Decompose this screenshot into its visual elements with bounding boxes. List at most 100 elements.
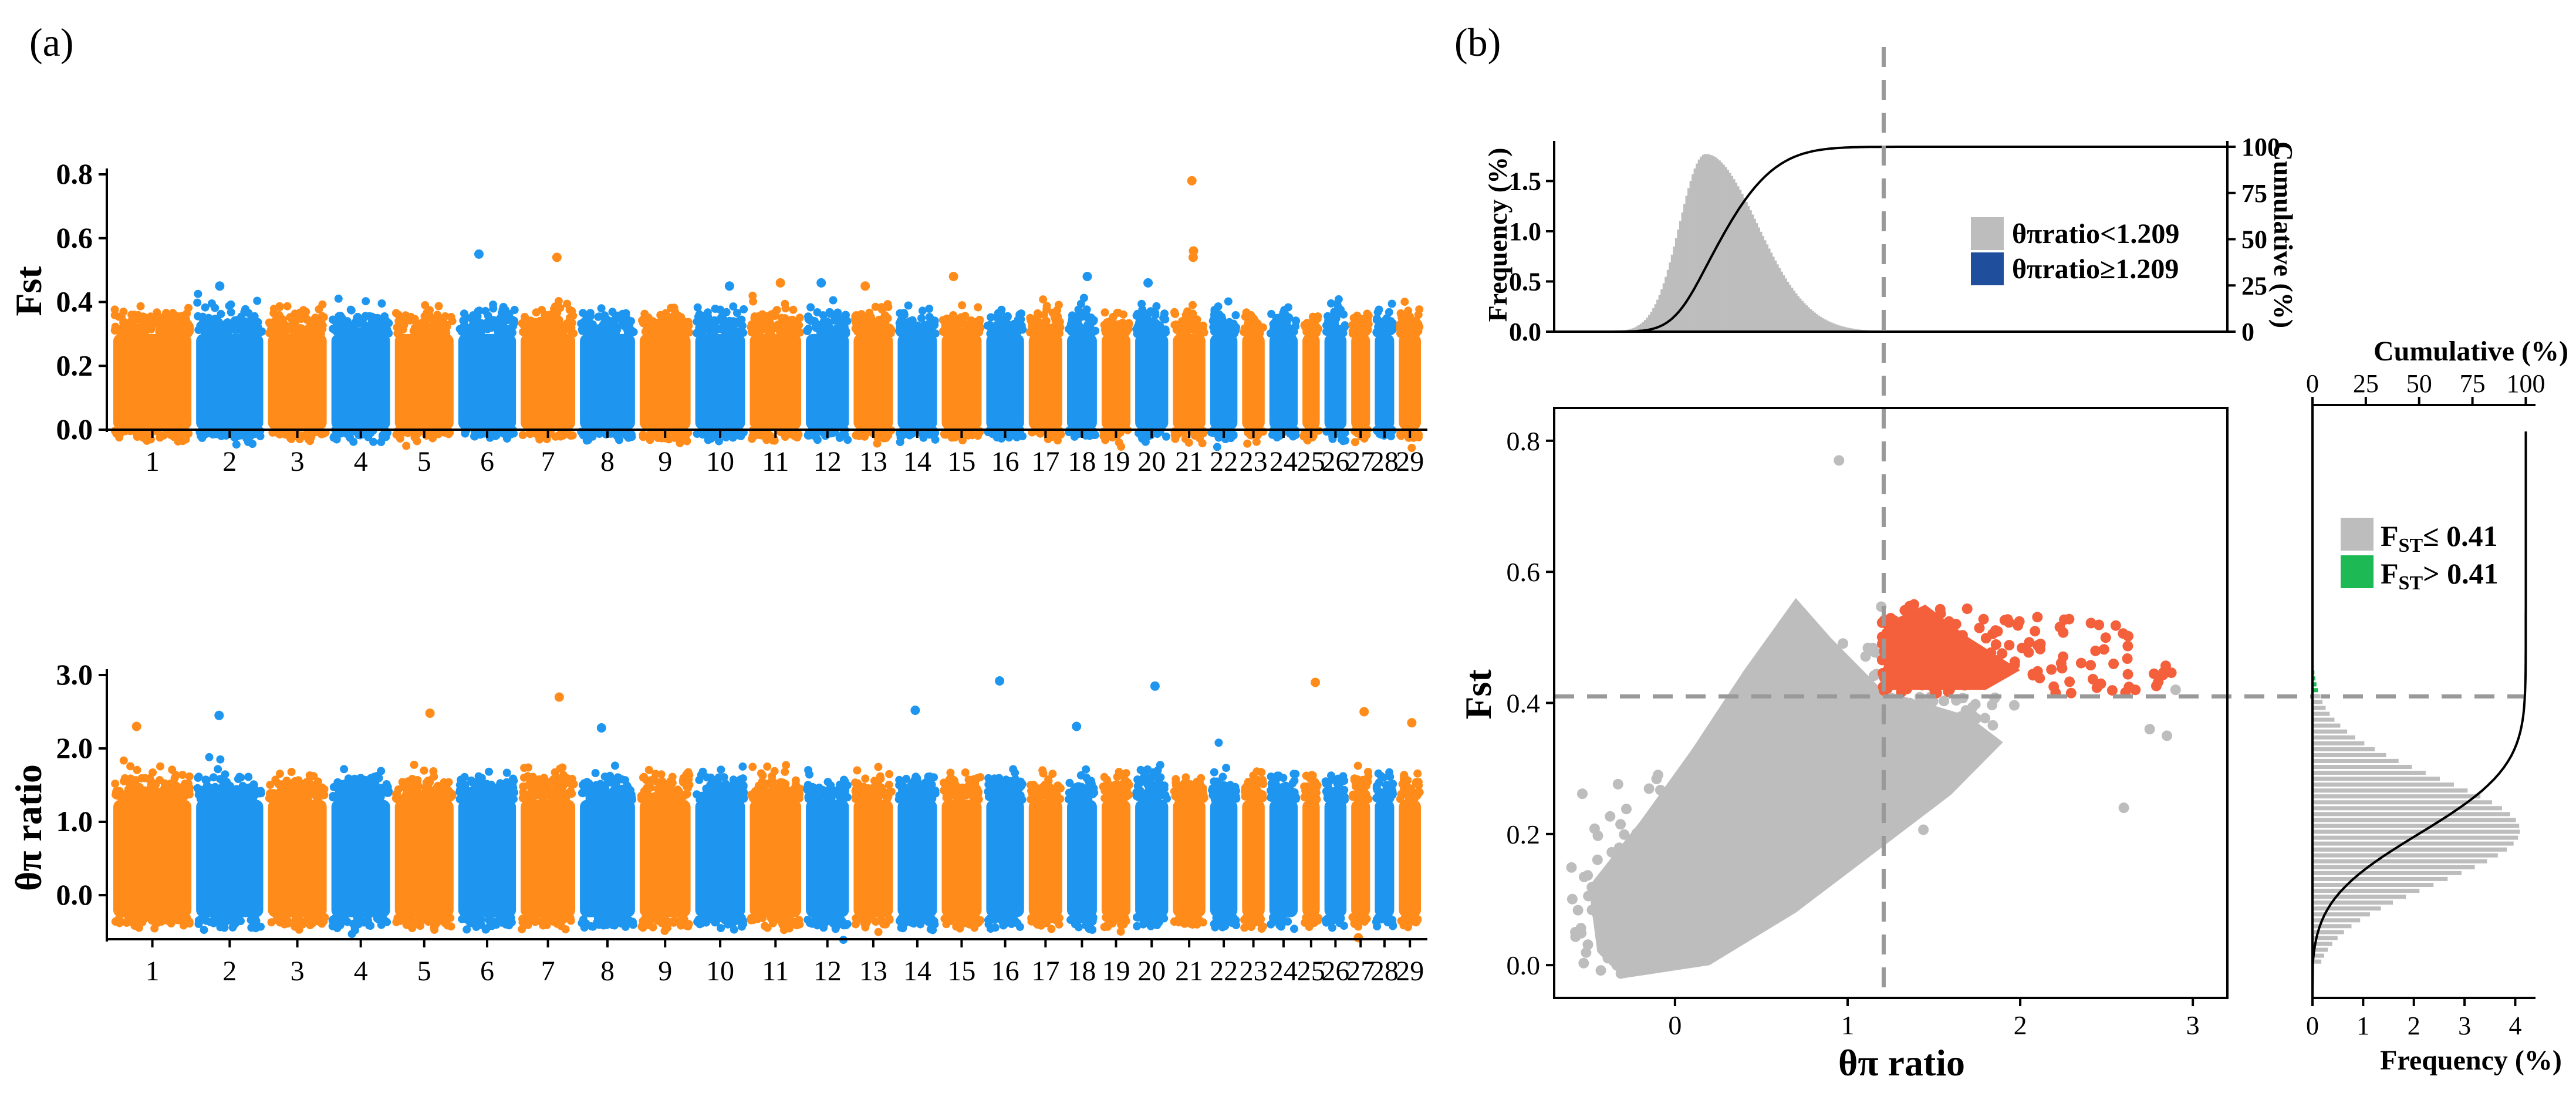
- chromosome-29-point: [1415, 305, 1424, 314]
- chromosome-12-point: [803, 326, 812, 335]
- chromosome-1-point: [156, 776, 164, 784]
- chromosome-3-point: [296, 308, 305, 317]
- chromosome-14-point: [926, 327, 935, 336]
- chromosome-2-point: [217, 309, 225, 318]
- ytick-label: 0.8: [56, 157, 93, 190]
- chromosome-20-point: [1158, 326, 1166, 334]
- chromosome-10-points: [692, 302, 748, 446]
- chromosome-4-point: [377, 299, 386, 308]
- fst-manhattan-points: [110, 176, 1424, 452]
- chromosome-4-point: [336, 321, 345, 329]
- chromosome-15-points: [938, 301, 985, 445]
- chromosome-6-point: [496, 323, 505, 332]
- chromosome-9-point: [666, 326, 674, 335]
- peak-point-chr6: [474, 249, 484, 259]
- chromosome-12-band: [806, 333, 849, 430]
- xtick-label-26: 26: [1321, 446, 1349, 477]
- chromosome-11-point: [748, 431, 757, 440]
- chromosome-23-point: [1252, 437, 1261, 446]
- chromosome-20-point: [1135, 318, 1144, 327]
- chromosome-13-point: [877, 917, 886, 926]
- chromosome-15-point: [940, 326, 948, 335]
- chromosome-22-point: [1227, 320, 1236, 329]
- chromosome-11-point: [789, 323, 798, 332]
- chromosome-6-point: [485, 922, 494, 930]
- chromosome-15-point: [961, 768, 970, 777]
- chromosome-20-point: [1147, 329, 1156, 338]
- chromosome-7-point: [545, 785, 553, 794]
- chromosome-14-point: [925, 305, 934, 313]
- chromosome-18-point: [1083, 323, 1092, 332]
- chromosome-19-point: [1107, 321, 1116, 329]
- chromosome-28-band: [1375, 333, 1395, 430]
- chromosome-2-point: [227, 308, 235, 316]
- chromosome-1-point: [141, 316, 150, 325]
- chromosome-6-point: [470, 318, 478, 327]
- theta-pi-manhattan-points: [111, 676, 1424, 944]
- chromosome-14-band: [897, 333, 937, 430]
- chromosome-7-point: [537, 790, 546, 798]
- chromosome-11-point: [760, 313, 769, 322]
- chromosome-28-point: [1378, 321, 1387, 329]
- xtick-label-10: 10: [706, 446, 734, 477]
- chromosome-3-point: [283, 302, 292, 311]
- chromosome-23-band: [1242, 333, 1265, 430]
- xtick-label-13: 13: [859, 446, 887, 477]
- chromosome-7-point: [544, 317, 553, 326]
- chromosome-2-point: [202, 776, 211, 784]
- chromosome-10-point: [704, 430, 713, 438]
- chromosome-1-point: [126, 791, 134, 800]
- chromosome-6-point: [508, 427, 517, 436]
- chromosome-1-point: [130, 311, 139, 319]
- chromosome-2-point: [256, 787, 265, 795]
- chromosome-7-point: [518, 925, 526, 933]
- xtick-label-6: 6: [480, 446, 494, 477]
- chromosome-12-point: [828, 327, 836, 336]
- chromosome-12-point: [806, 303, 815, 312]
- chromosome-9-point: [648, 318, 657, 326]
- chromosome-2-point: [194, 326, 203, 335]
- chromosome-15-point: [947, 914, 956, 923]
- chromosome-17-points: [1027, 766, 1065, 933]
- chromosome-13-point: [882, 324, 890, 333]
- chromosome-5-band: [394, 799, 454, 917]
- chromosome-15-point: [946, 324, 954, 333]
- chromosome-21-point: [1171, 320, 1180, 329]
- chromosome-9-point: [646, 430, 655, 439]
- chromosome-4-points: [328, 765, 393, 939]
- chromosome-3-point: [291, 922, 299, 931]
- chromosome-10-point: [711, 305, 720, 313]
- chromosome-5-point: [427, 313, 435, 322]
- chromosome-10-point: [699, 794, 708, 803]
- chromosome-13-point: [873, 439, 882, 448]
- chromosome-21-band: [1173, 333, 1206, 430]
- chromosome-22-point: [1214, 322, 1223, 330]
- chromosome-10-point: [740, 305, 748, 313]
- chromosome-7-point: [518, 431, 527, 439]
- chromosome-15-points: [940, 768, 985, 933]
- chromosome-16-point: [988, 430, 997, 438]
- chromosome-10-point: [735, 795, 744, 804]
- chromosome-14-point: [917, 314, 926, 323]
- peak-point-chr10: [724, 281, 734, 291]
- chromosome-8-point: [600, 315, 609, 324]
- chromosome-6-band: [458, 333, 516, 430]
- chromosome-9-band: [639, 333, 691, 430]
- chromosome-13-points: [850, 300, 896, 448]
- chromosome-5-point: [393, 329, 402, 338]
- chromosome-13-point: [874, 927, 883, 936]
- chromosome-10-point: [711, 918, 720, 927]
- chromosome-3-point: [271, 775, 280, 784]
- chromosome-3-point: [313, 319, 322, 328]
- chromosome-15-band: [941, 333, 982, 430]
- chromosome-1-point: [174, 429, 183, 438]
- chromosome-3-point: [312, 329, 321, 338]
- chromosome-28-point: [1387, 299, 1396, 308]
- chromosome-15-point: [940, 786, 948, 795]
- chromosome-18-point: [1086, 313, 1095, 322]
- chromosome-15-point: [942, 430, 950, 439]
- chromosome-14-point: [924, 786, 933, 795]
- chromosome-7-point: [531, 913, 540, 922]
- chromosome-12-point: [805, 315, 813, 324]
- chromosome-9-point: [657, 318, 666, 326]
